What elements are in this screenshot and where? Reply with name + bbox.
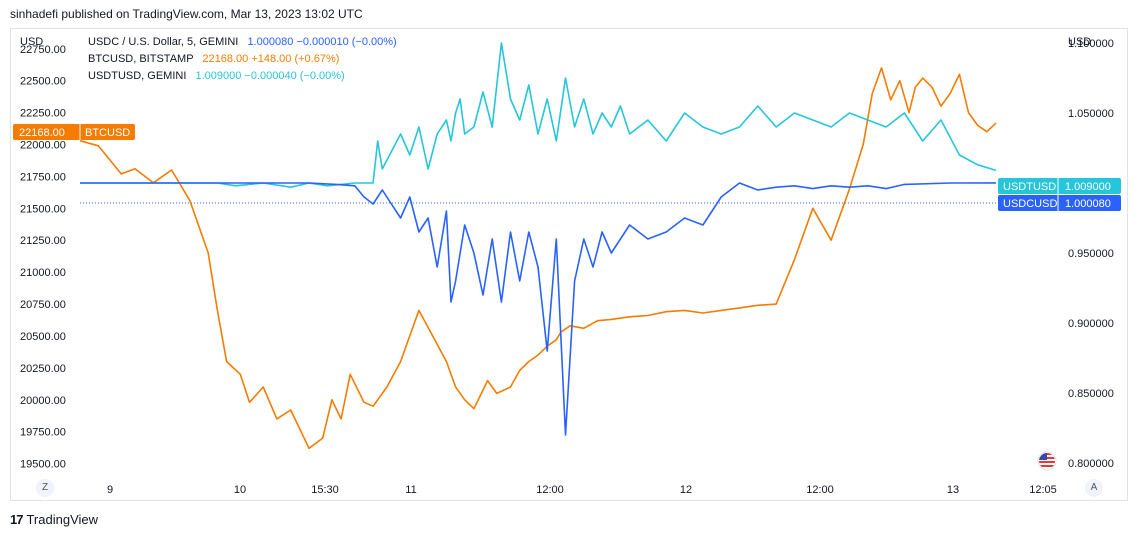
time-tick-label: 12:00 xyxy=(536,484,564,496)
series-line-2[interactable] xyxy=(80,182,997,436)
legend-row-usdt[interactable]: USDTUSD, GEMINI 1.009000 −0.000040 (−0.0… xyxy=(88,68,397,85)
right-tick-label: 1.050000 xyxy=(1068,108,1114,120)
series-line-1[interactable] xyxy=(80,42,997,188)
legend-btc-label: BTCUSD, BITSTAMP xyxy=(88,53,194,65)
right-tick-label: 0.850000 xyxy=(1068,388,1114,400)
left-tick-label: 20500.00 xyxy=(20,331,66,343)
btcusd-badge-symbol: BTCUSD xyxy=(85,127,130,139)
btcusd-badge-price: 22168.00 xyxy=(19,127,65,139)
left-tick-label: 19750.00 xyxy=(20,427,66,439)
timezone-z-button[interactable]: Z xyxy=(36,479,54,497)
legend-usdc-change: −0.000010 (−0.00%) xyxy=(296,36,397,48)
usdcusd-badge-symbol: USDCUSD xyxy=(1003,198,1057,210)
usdtusd-badge-price: 1.009000 xyxy=(1065,181,1111,193)
series-line-0[interactable] xyxy=(79,67,997,450)
legend-row-btc[interactable]: BTCUSD, BITSTAMP 22168.00 +148.00 (+0.67… xyxy=(88,51,397,68)
right-axis-ticks: 1.100000 1.050000 0.950000 0.900000 0.850000… xyxy=(1068,38,1114,470)
usdcusd-price-badge: USDCUSD 1.000080 xyxy=(998,195,1121,211)
legend-usdt-change: −0.000040 (−0.00%) xyxy=(244,70,345,82)
series-layer xyxy=(79,42,997,450)
left-tick-label: 21000.00 xyxy=(20,267,66,279)
right-tick-label: 0.950000 xyxy=(1068,248,1114,260)
time-axis-ticks: 9 10 15:30 11 12:00 12 12:00 13 12:05 xyxy=(107,484,1057,496)
chart-frame xyxy=(10,28,1128,501)
legend-btc-change: +148.00 (+0.67%) xyxy=(251,53,340,65)
left-tick-label: 21250.00 xyxy=(20,235,66,247)
usdtusd-badge-symbol: USDTUSD xyxy=(1003,181,1056,193)
series-legend: USDC / U.S. Dollar, 5, GEMINI 1.000080 −… xyxy=(88,34,397,85)
legend-btc-price: 22168.00 xyxy=(202,53,249,65)
auto-scale-a-button[interactable]: A xyxy=(1085,479,1103,497)
brand-name: TradingView xyxy=(26,512,99,527)
left-tick-label: 22000.00 xyxy=(20,140,66,152)
time-tick-label: 12:05 xyxy=(1029,484,1057,496)
time-tick-label: 13 xyxy=(947,484,959,496)
legend-usdc-label: USDC / U.S. Dollar, 5, GEMINI xyxy=(88,36,239,48)
left-axis-ticks: 22750.00 22500.00 22250.00 22000.00 21750.00… xyxy=(20,44,66,471)
usdcusd-badge-price: 1.000080 xyxy=(1065,198,1111,210)
usdtusd-price-badge: USDTUSD 1.009000 xyxy=(998,178,1121,194)
left-tick-label: 21500.00 xyxy=(20,203,66,215)
publisher-caption: sinhadefi published on TradingView.com, … xyxy=(10,7,363,21)
btcusd-price-badge: 22168.00 BTCUSD xyxy=(13,124,135,140)
left-tick-label: 21750.00 xyxy=(20,171,66,183)
right-tick-label: 1.100000 xyxy=(1068,38,1114,50)
legend-row-usdc[interactable]: USDC / U.S. Dollar, 5, GEMINI 1.000080 −… xyxy=(88,34,397,51)
left-tick-label: 20000.00 xyxy=(20,395,66,407)
time-tick-label: 12:00 xyxy=(806,484,834,496)
left-tick-label: 22250.00 xyxy=(20,108,66,120)
time-tick-label: 12 xyxy=(680,484,692,496)
left-tick-label: 22500.00 xyxy=(20,76,66,88)
legend-usdt-label: USDTUSD, GEMINI xyxy=(88,70,187,82)
tradingview-logo-icon: 17 xyxy=(10,512,24,527)
time-tick-label: 10 xyxy=(234,484,246,496)
time-tick-label: 15:30 xyxy=(311,484,339,496)
time-tick-label: 11 xyxy=(405,484,416,496)
left-axis-unit: USD xyxy=(20,36,43,48)
time-tick-label: 9 xyxy=(107,484,113,496)
us-flag-icon[interactable] xyxy=(1037,451,1057,471)
left-tick-label: 19500.00 xyxy=(20,459,66,471)
right-axis-unit: USD xyxy=(1068,36,1091,48)
legend-usdc-price: 1.000080 xyxy=(247,36,294,48)
left-tick-label: 20750.00 xyxy=(20,299,66,311)
legend-usdt-price: 1.009000 xyxy=(195,70,242,82)
left-tick-label: 22750.00 xyxy=(20,44,66,56)
right-tick-label: 0.800000 xyxy=(1068,458,1114,470)
right-tick-label: 0.900000 xyxy=(1068,318,1114,330)
left-tick-label: 20250.00 xyxy=(20,363,66,375)
tradingview-brand[interactable]: 17 TradingView xyxy=(10,512,98,527)
